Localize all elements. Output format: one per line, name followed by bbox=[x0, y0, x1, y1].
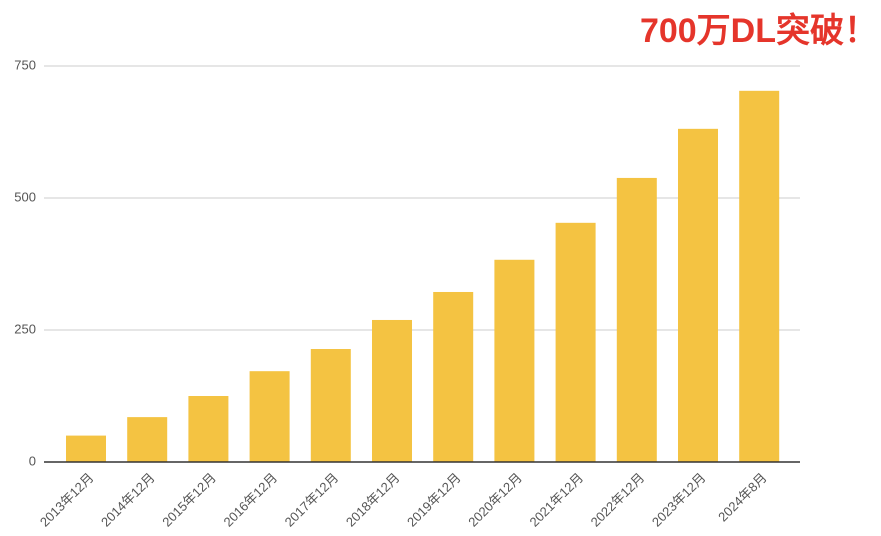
bar bbox=[66, 435, 106, 462]
y-tick-label: 500 bbox=[14, 189, 36, 204]
bar bbox=[249, 371, 290, 462]
bar bbox=[616, 177, 657, 462]
bar bbox=[372, 319, 412, 462]
x-tick-label: 2016年12月 bbox=[220, 470, 280, 530]
bar bbox=[310, 349, 351, 462]
x-tick-label: 2019年12月 bbox=[404, 470, 464, 530]
bar bbox=[188, 396, 229, 462]
bar bbox=[433, 291, 474, 462]
x-tick-label: 2015年12月 bbox=[159, 470, 219, 530]
x-tick-label: 2017年12月 bbox=[282, 470, 342, 530]
chart-title: 700万DL突破！ bbox=[640, 12, 878, 50]
x-tick-label: 2020年12月 bbox=[465, 470, 525, 530]
bar bbox=[494, 259, 535, 462]
y-tick-label: 750 bbox=[14, 57, 36, 72]
bar bbox=[127, 417, 168, 462]
x-tick-label: 2014年12月 bbox=[98, 470, 158, 530]
x-tick-label: 2013年12月 bbox=[37, 470, 97, 530]
bar bbox=[555, 222, 596, 462]
x-tick-label: 2021年12月 bbox=[526, 470, 586, 530]
x-tick-label: 2023年12月 bbox=[649, 470, 709, 530]
x-tick-label: 2018年12月 bbox=[343, 470, 403, 530]
y-tick-label: 0 bbox=[29, 453, 36, 468]
x-tick-label: 2022年12月 bbox=[588, 470, 648, 530]
bar bbox=[739, 90, 780, 462]
x-tick-label: 2024年8月 bbox=[715, 470, 770, 525]
y-tick-label: 250 bbox=[14, 321, 36, 336]
bar bbox=[678, 128, 718, 462]
